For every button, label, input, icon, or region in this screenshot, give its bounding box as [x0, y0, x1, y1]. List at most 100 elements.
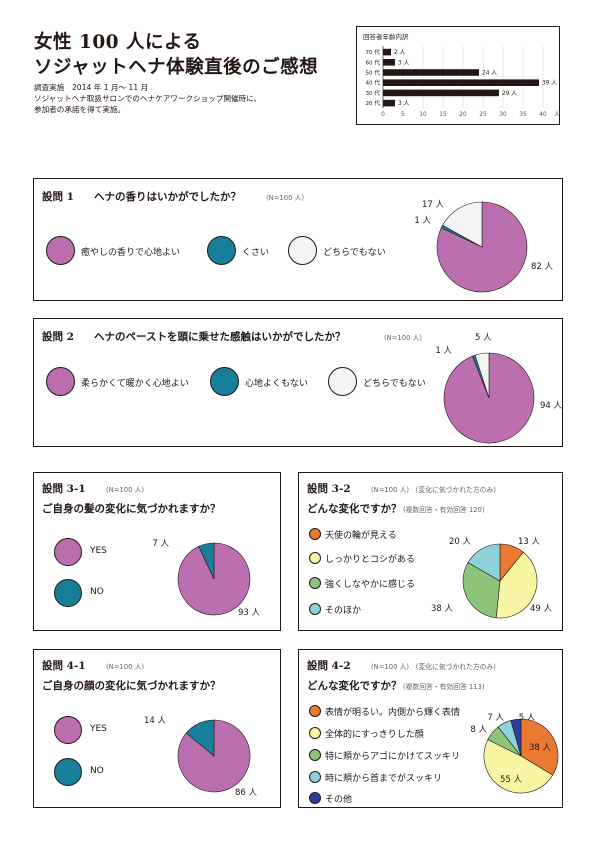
q2-question: ヘナのペーストを頭に乗せた感触はいかがでしたか？: [94, 331, 346, 343]
pie-slice: [474, 352, 490, 399]
q41-legend-pink-swatch: [54, 716, 82, 744]
q42-pie-chart: 38 人 55 人 8 人7 人 5 人: [470, 713, 559, 794]
q1-note: (N=100 人): [266, 194, 305, 202]
q32-legend-label-2: しっかりとコシがある: [325, 555, 416, 565]
q1-legend-label-2: くさい: [242, 248, 270, 258]
q41-number: 設問 4-1: [42, 660, 86, 672]
q42-legend-label-5: その他: [325, 795, 353, 805]
pie-slice: [510, 718, 522, 757]
pie-value-label: 7 人: [152, 539, 169, 549]
page-title-line2: ソジャットヘナ体験直後のご感想: [34, 57, 319, 78]
q31-pie-chart: 93 人 7 人: [152, 539, 261, 618]
q2-legend-label-1: 柔らかくて暖かく心地よい: [81, 379, 189, 389]
q2-note: (N=100 人): [384, 334, 423, 342]
q31-legend-label-2: NO: [90, 587, 104, 597]
pie-value-label: 13 人: [518, 537, 541, 547]
pie-value-label: 5 人: [519, 713, 536, 723]
q1-legend-teal-swatch: [207, 236, 236, 265]
pie-value-label: 1 人: [435, 346, 452, 356]
q41-pie-chart: 86 人 14 人: [144, 716, 258, 798]
q1-box: 設問 1 ヘナの香りはいかがでしたか？ (N=100 人) 癒やしの香りで心地よ…: [33, 178, 563, 301]
pie-value-label: 49 人: [530, 604, 553, 614]
q32-question: どんな変化ですか？: [307, 503, 402, 515]
q31-legend-pink-swatch: [54, 538, 82, 566]
q41-legend-teal-swatch: [54, 758, 82, 786]
q32-legend-label-3: 強くしなやかに感じる: [325, 580, 416, 590]
pie-value-label: 55 人: [500, 775, 523, 785]
q42-legend-yellow-swatch: [309, 727, 321, 739]
q42-legend-label-4: 時に頬から首までがスッキリ: [325, 774, 443, 784]
pie-value-label: 20 人: [449, 537, 472, 547]
age-bar: [383, 99, 395, 107]
q41-legend-label-1: YES: [90, 724, 107, 734]
age-category-label: 40 代: [366, 79, 381, 87]
age-category-label: 60 代: [366, 58, 381, 66]
age-bar: [383, 48, 391, 56]
q32-pie-chart: 13 人 49 人 38 人 20 人: [431, 537, 553, 619]
age-category-label: 50 代: [366, 69, 381, 77]
meta-line1: 調査実施 2014 年 1 月〜 11 月: [34, 83, 149, 92]
q32-legend-yellow-swatch: [309, 552, 321, 564]
q42-legend-label-2: 全体的にすっきりした顔: [325, 730, 424, 740]
age-x-tick-label: 40: [539, 112, 547, 118]
age-x-tick-label: 30: [499, 112, 507, 118]
pie-value-label: 93 人: [238, 608, 261, 618]
age-chart-title: 回答者年齢内訳: [363, 32, 409, 41]
age-x-tick-label: 15: [439, 112, 447, 118]
q2-legend-label-2: 心地よくもない: [245, 379, 309, 389]
q32-box: 設問 3-2 (N=100 人) (変化に気づかれた方のみ) どんな変化ですか？…: [298, 472, 563, 631]
age-bar-chart: 回答者年齢内訳 0 5 10 15 20 25 30 35 40 人 70 代 2 人 60 代 3 人 50…: [363, 32, 559, 118]
q31-number: 設問 3-1: [42, 483, 86, 495]
q31-legend-label-1: YES: [90, 546, 107, 556]
q32-number: 設問 3-2: [307, 483, 351, 495]
age-x-tick-label: 20: [459, 112, 467, 118]
q41-box: 設問 4-1 (N=100 人) ご自身の顔の変化に気づかれますか？ YES N…: [33, 649, 281, 808]
pie-value-label: 8 人: [470, 725, 487, 735]
pie-value-label: 82 人: [531, 262, 554, 272]
q41-legend-label-2: NO: [90, 766, 104, 776]
pie-slice: [462, 562, 501, 619]
q42-legend-label-3: 特に頬からアゴにかけてスッキリ: [325, 752, 461, 762]
age-x-tick-label: 35: [519, 112, 527, 118]
q31-legend-teal-swatch: [54, 579, 82, 607]
pie-value-label: 14 人: [144, 716, 167, 726]
pie-value-label: 7 人: [487, 713, 504, 723]
age-x-tick-label: 25: [479, 112, 487, 118]
q2-legend-label-3: どちらでもない: [363, 379, 426, 389]
q2-legend-white-swatch: [328, 367, 357, 396]
pie-slice: [483, 739, 554, 794]
age-chart-box: 回答者年齢内訳 0 5 10 15 20 25 30 35 40 人 70 代 2 人 60 代 3 人 50…: [356, 26, 560, 125]
page-title: 女性 100 人による ソジャットヘナ体験直後のご感想: [34, 30, 318, 80]
q41-note: (N=100 人): [106, 663, 145, 671]
age-x-tick-label: 0: [381, 112, 385, 118]
q31-question: ご自身の髪の変化に気づかれますか？: [42, 503, 221, 515]
q1-legend-label-1: 癒やしの香りで心地よい: [81, 248, 181, 258]
q32-legend-cyan-swatch: [309, 603, 321, 615]
q1-legend-label-3: どちらでもない: [323, 248, 386, 258]
meta-line3: 参加者の承諾を得て実施。: [34, 105, 126, 114]
q32-legend-orange-swatch: [309, 528, 321, 540]
survey-meta: 調査実施 2014 年 1 月〜 11 月 ソジャットヘナ取扱サロンでのヘナケア…: [34, 82, 261, 115]
q42-legend-cyan-swatch: [309, 771, 321, 783]
q42-legend-orange-swatch: [309, 705, 321, 717]
q31-box: 設問 3-1 (N=100 人) ご自身の髪の変化に気づかれますか？ YES N…: [33, 472, 281, 631]
q1-question: ヘナの香りはいかがでしたか？: [94, 191, 241, 203]
pie-slice: [520, 718, 559, 776]
q1-legend-white-swatch: [288, 236, 317, 265]
age-value-label: 2 人: [394, 49, 406, 56]
q2-number: 設問 2: [42, 331, 74, 343]
pie-value-label: 86 人: [235, 788, 258, 798]
q31-note: (N=100 人): [106, 486, 145, 494]
age-bar: [383, 69, 479, 76]
q1-pie-chart: 82 人 1 人 17 人: [414, 200, 554, 293]
pie-value-label: 38 人: [431, 604, 454, 614]
age-value-label: 24 人: [482, 70, 497, 77]
pie-slice: [185, 719, 215, 757]
q2-legend-pink-swatch: [46, 367, 75, 396]
page-title-line1: 女性 100 人による: [34, 32, 202, 53]
age-category-label: 70 代: [366, 48, 381, 56]
q42-legend-green-swatch: [309, 749, 321, 761]
q2-box: 設問 2 ヘナのペーストを頭に乗せた感触はいかがでしたか？ (N=100 人) …: [33, 318, 563, 447]
q32-note2: (複数回答・有効回答 120): [403, 506, 485, 514]
age-value-label: 3 人: [398, 100, 410, 107]
